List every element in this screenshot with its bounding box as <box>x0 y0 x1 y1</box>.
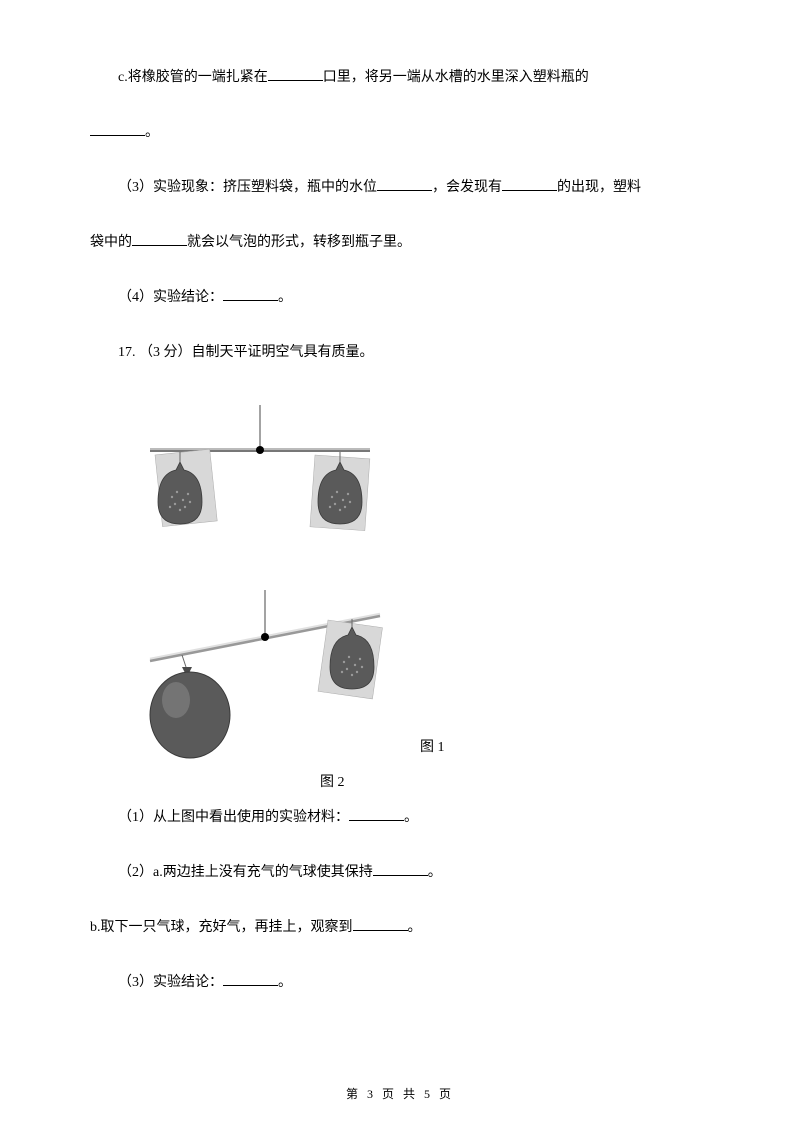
text-fragment: 。 <box>408 920 422 935</box>
text-fragment: b.取下一只气球，充好气，再挂上，观察到 <box>90 920 353 935</box>
text-fragment: 袋中的 <box>90 235 132 250</box>
question-3: （3）实验结论： 。 <box>90 965 710 1000</box>
question-2a: （2）a.两边挂上没有充气的气球使其保持 。 <box>90 855 710 890</box>
text-line-3b: 袋中的 就会以气泡的形式，转移到瓶子里。 <box>90 225 710 260</box>
text-line-c: c.将橡胶管的一端扎紧在 口里，将另一端从水槽的水里深入塑料瓶的 <box>90 60 710 95</box>
fill-blank <box>223 283 278 301</box>
text-fragment: 。 <box>428 865 442 880</box>
fill-blank <box>373 858 428 876</box>
text-fragment: （2）a.两边挂上没有充气的气球使其保持 <box>118 865 373 880</box>
question-17: 17. （3 分）自制天平证明空气具有质量。 <box>90 335 710 370</box>
figure-2 <box>120 585 410 765</box>
text-line-4: （4）实验结论： 。 <box>90 280 710 315</box>
text-line-3: （3）实验现象：挤压塑料袋，瓶中的水位 ，会发现有 的出现，塑料 <box>90 170 710 205</box>
fill-blank <box>132 228 187 246</box>
figure-label-1: 图 1 <box>420 730 445 765</box>
text-fragment: 17. （3 分）自制天平证明空气具有质量。 <box>118 345 374 360</box>
text-fragment: ，会发现有 <box>432 180 502 195</box>
text-fragment: 。 <box>278 975 292 990</box>
fill-blank <box>502 173 557 191</box>
text-line-c2: 。 <box>90 115 710 150</box>
text-fragment: 的出现，塑料 <box>557 180 641 195</box>
question-2b: b.取下一只气球，充好气，再挂上，观察到 。 <box>90 910 710 945</box>
fill-blank <box>90 118 145 136</box>
figure-label-2: 图 2 <box>320 765 345 800</box>
page-footer: 第 3 页 共 5 页 <box>0 1085 800 1102</box>
text-fragment: 。 <box>278 290 292 305</box>
text-fragment: 就会以气泡的形式，转移到瓶子里。 <box>187 235 411 250</box>
fill-blank <box>353 913 408 931</box>
text-fragment: （3）实验现象：挤压塑料袋，瓶中的水位 <box>118 180 377 195</box>
balance-diagram-2 <box>120 585 410 765</box>
figure-1 <box>120 400 400 570</box>
text-fragment: 口里，将另一端从水槽的水里深入塑料瓶的 <box>323 70 589 85</box>
figures-container: 图 1 图 2 <box>90 390 710 780</box>
text-fragment: （3）实验结论： <box>118 975 223 990</box>
fill-blank <box>268 63 323 81</box>
question-1: （1）从上图中看出使用的实验材料： 。 <box>90 800 710 835</box>
balance-diagram-1 <box>120 400 400 570</box>
text-fragment: 。 <box>404 810 418 825</box>
text-fragment: c.将橡胶管的一端扎紧在 <box>118 70 268 85</box>
document-content: c.将橡胶管的一端扎紧在 口里，将另一端从水槽的水里深入塑料瓶的 。 （3）实验现… <box>90 60 710 1000</box>
text-fragment: （1）从上图中看出使用的实验材料： <box>118 810 349 825</box>
fill-blank <box>349 803 404 821</box>
fill-blank <box>223 968 278 986</box>
fill-blank <box>377 173 432 191</box>
text-fragment: （4）实验结论： <box>118 290 223 305</box>
text-fragment: 。 <box>145 125 159 140</box>
